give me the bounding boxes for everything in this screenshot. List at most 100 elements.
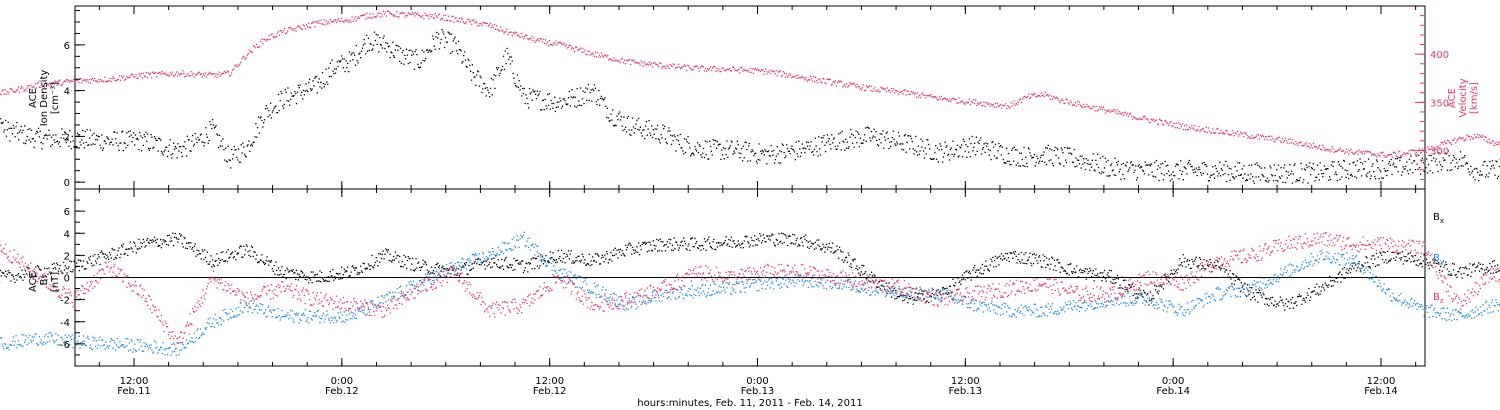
ion-density-series-point (1114, 157, 1116, 159)
ion-density-series-point (1280, 167, 1282, 169)
ion-density-series-point (765, 150, 767, 152)
velocity-series-point (491, 24, 494, 26)
bx-series-point (574, 260, 577, 262)
velocity-series-point (1316, 148, 1319, 150)
velocity-series-point (489, 22, 491, 24)
bx-series-point (251, 246, 254, 249)
velocity-series-point (657, 64, 659, 66)
ion-density-series-point (1284, 181, 1287, 184)
velocity-series-point (1176, 127, 1178, 129)
bx-series-point (642, 241, 644, 244)
bx-series-point (1203, 259, 1205, 261)
ion-density-series-point (356, 60, 358, 62)
ion-density-series-point (1177, 164, 1179, 166)
ion-density-series-point (1314, 180, 1316, 182)
ion-density-series-point (901, 148, 903, 150)
velocity-series-point (1130, 115, 1133, 117)
ion-density-series-point (242, 142, 244, 144)
bx-series-point (581, 253, 583, 255)
velocity-series-point (1323, 147, 1325, 149)
ion-density-series-point (896, 141, 898, 143)
bx-series-point (702, 248, 705, 250)
bx-series-point (207, 263, 209, 265)
velocity-series-point (747, 69, 749, 71)
velocity-series-point (1328, 150, 1330, 152)
ion-density-series-point (1397, 171, 1399, 173)
bx-series-point (509, 264, 512, 266)
bx-series-point (1073, 268, 1075, 270)
bx-series-point (1105, 280, 1107, 282)
bx-series-point (651, 250, 654, 252)
ion-density-series-point (661, 137, 663, 139)
bx-series-point (539, 265, 541, 267)
velocity-series-point (1469, 138, 1471, 141)
ion-density-series-point (1221, 169, 1223, 171)
velocity-series-point (1061, 98, 1063, 100)
bx-series-point (736, 244, 738, 246)
bx-series-point (1071, 271, 1073, 273)
bx-series-point (43, 267, 46, 270)
velocity-series-point (171, 71, 174, 73)
velocity-series-point (935, 96, 937, 99)
bx-series-point (63, 269, 66, 271)
ion-density-series-point (1175, 163, 1178, 165)
bx-series-point (964, 279, 966, 281)
bx-series-point (526, 263, 528, 265)
ion-density-series-point (97, 135, 99, 137)
ion-density-series-point (711, 154, 713, 156)
bx-series-point (402, 266, 404, 268)
bx-series-point (82, 260, 85, 262)
velocity-series-point (119, 79, 122, 81)
bx-series-point (715, 248, 717, 251)
bx-series-point (384, 253, 386, 255)
velocity-series-point (1362, 151, 1364, 153)
ion-density-series-point (409, 62, 411, 64)
velocity-series-point (1366, 150, 1369, 152)
bx-series-point (1016, 262, 1018, 264)
bx-series-point (1163, 274, 1165, 276)
ion-density-series-point (842, 140, 844, 142)
bx-series-point (891, 285, 893, 288)
ion-density-series-point (1258, 166, 1261, 168)
bx-series-point (593, 260, 596, 262)
bx-series-point (878, 280, 880, 283)
bx-series-point (1200, 258, 1202, 260)
bx-series-point (1057, 258, 1059, 261)
ion-density-series-point (107, 137, 109, 139)
bx-series-point (257, 261, 260, 263)
bx-series-point (63, 261, 65, 264)
bx-series-point (1124, 286, 1126, 288)
bx-series-point (287, 269, 289, 271)
bx-series-point (996, 257, 998, 259)
ion-density-series-point (1400, 156, 1402, 159)
velocity-series-point (1445, 142, 1448, 145)
velocity-series-point (221, 72, 223, 75)
bx-series-point (742, 247, 745, 249)
ion-density-series-point (167, 150, 170, 152)
ion-density-series-point (1426, 158, 1428, 160)
velocity-series-point (992, 104, 994, 106)
velocity-series-point (87, 81, 89, 84)
ion-density-series-point (1298, 179, 1300, 182)
bx-series-point (620, 254, 622, 256)
ion-density-series-point (1270, 167, 1272, 169)
bx-series-point (812, 243, 814, 245)
ion-density-series-point (282, 105, 284, 107)
ion-density-series-point (381, 47, 383, 49)
bx-series-point (567, 255, 569, 257)
velocity-series-point (653, 62, 656, 64)
bx-series-point (608, 259, 610, 261)
ion-density-series-point (1369, 177, 1371, 180)
ion-density-series-point (1418, 154, 1420, 157)
velocity-series-point (327, 21, 329, 23)
bx-series-point (172, 232, 174, 234)
velocity-series-point (269, 38, 271, 40)
velocity-series-point (786, 76, 789, 78)
ion-density-series-point (1329, 176, 1331, 178)
ion-density-series-point (79, 141, 81, 143)
ion-density-series-point (1409, 168, 1411, 171)
ion-density-series-point (750, 151, 752, 153)
velocity-series-point (1065, 98, 1067, 100)
bx-series-point (656, 238, 658, 240)
ion-density-series-point (1075, 157, 1077, 159)
